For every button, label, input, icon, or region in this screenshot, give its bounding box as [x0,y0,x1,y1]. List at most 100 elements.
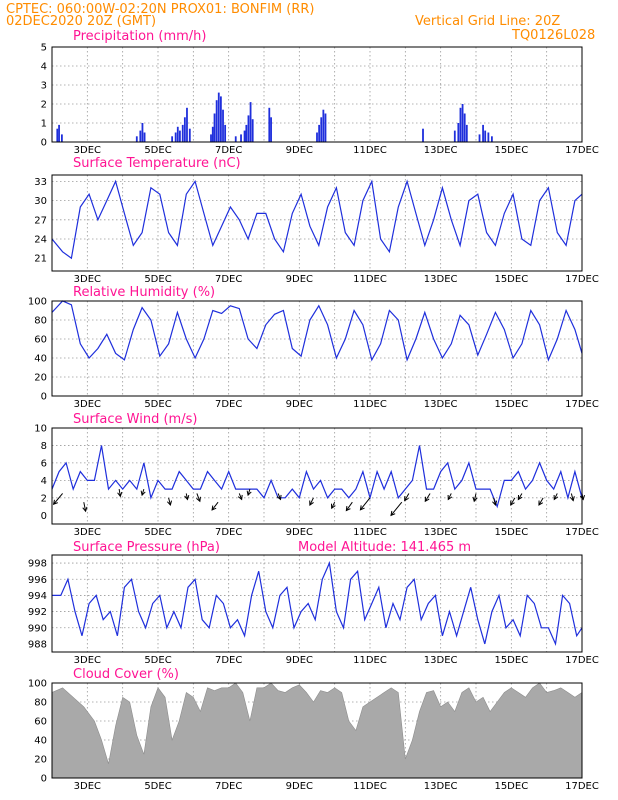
precip-x-tick: 5DEC [144,145,171,156]
wind-arrow-head [211,505,217,511]
precip-bar [56,128,59,142]
wind-arrow-shaft [404,493,410,501]
precip-bar [322,109,325,142]
wind-arrow-head [359,505,365,511]
precip-bar [249,102,252,142]
precip-bar [316,132,318,142]
precip-bar [224,124,227,142]
wind-arrow-head [345,506,351,512]
wind-arrow-head [52,499,58,506]
humidity-y-tick: 60 [34,335,47,346]
cloud-frame [51,682,583,779]
temperature-x-tick: 17DEC [565,274,599,285]
precip-y-tick: 3 [41,81,47,92]
wind-arrow-head [553,494,559,501]
pressure-x-tick: 17DEC [565,655,599,666]
pressure-title: Surface Pressure (hPa) [73,540,220,555]
cloud-y-tick: 100 [28,679,47,690]
cloud-title: Cloud Cover (%) [73,667,179,682]
wind-arrow-shaft [553,493,558,500]
wind-arrow-shaft [331,501,336,509]
precip-bar [188,128,191,142]
precip-x-tick: 15DEC [494,145,528,156]
precip-bar [183,117,186,142]
humidity-title: Relative Humidity (%) [73,285,215,300]
precip-bar [268,107,271,142]
temperature-x-tick: 11DEC [353,274,387,285]
precip-bar [176,126,179,142]
precip-bar [58,124,60,142]
plot-area: 0 1 2 3 4 5 3DEC 5DEC 7DEC 9DEC 11DEC 13DEC 15DEC 17D… [28,43,599,793]
cloud-panel: 0 20 40 60 80 100 3DEC 5DEC 7DEC 9DEC 11DEC 13DEC 15… [28,679,599,793]
pressure-x-tick: 5DEC [144,655,171,666]
precip-bar [141,123,144,142]
pressure-y-tick: 990 [28,623,47,634]
precip-bar [243,130,246,142]
wind-x-tick: 5DEC [144,527,171,538]
wind-arrow-shaft [211,501,219,511]
wind-arrow-shaft [510,497,516,506]
temperature-y-tick: 33 [34,177,47,188]
humidity-y-tick: 40 [34,354,47,365]
wind-arrow-shaft [538,497,544,506]
pressure-y-tick: 994 [28,591,47,602]
precip-bar [318,124,321,142]
temperature-series-line [51,179,583,260]
precip-x-tick: 13DEC [424,145,458,156]
wind-arrow-head [424,496,430,503]
precip-y-tick: 2 [41,100,47,111]
wind-arrow-shaft [473,493,477,502]
pressure-panel: 988 990 992 994 996 998 3DEC 5DEC 7DEC 9DEC 11DEC 1… [28,554,599,666]
wind-arrow-head [82,506,88,513]
precip-bar [60,134,63,142]
cloud-y-tick: 60 [34,717,47,728]
wind-arrow-shaft [570,493,574,501]
wind-arrow-shaft [277,493,281,500]
wind-x-tick: 13DEC [424,527,458,538]
wind-arrow-head [331,503,336,510]
precip-bar [422,128,424,142]
precip-x-tick: 9DEC [286,145,313,156]
humidity-x-tick: 5DEC [144,399,171,410]
wind-series-line [51,445,583,509]
temperature-x-tick: 5DEC [144,274,171,285]
precip-bar [179,130,181,142]
pressure-x-tick: 7DEC [215,655,242,666]
model-altitude: Model Altitude: 141.465 m [298,540,471,555]
pressure-x-tick: 11DEC [353,655,387,666]
wind-x-tick: 9DEC [286,527,313,538]
cloud-x-tick: 13DEC [424,781,458,792]
cloud-area [51,682,583,779]
precip-bar [457,123,460,142]
temperature-x-tick: 3DEC [74,274,101,285]
precip-x-tick: 3DEC [74,145,101,156]
cloud-x-tick: 11DEC [353,781,387,792]
wind-arrow-head [510,500,515,506]
header-run-time: 02DEC2020 20Z (GMT) [6,14,156,29]
precip-bar [139,130,142,142]
wind-arrow-head [117,491,123,498]
precip-bar [320,117,323,142]
wind-y-tick: 8 [41,441,47,452]
humidity-x-tick: 7DEC [215,399,242,410]
wind-arrow-head [472,496,478,503]
wind-arrow-shaft [83,502,87,512]
wind-panel: 0 2 4 6 8 10 3DEC 5DEC 7DEC 9DEC 11DEC 13DEC 15DEC 17… [34,424,599,539]
humidity-x-tick: 11DEC [353,399,387,410]
humidity-frame [51,300,583,397]
wind-arrow-head [140,490,146,497]
precip-bar [453,130,456,142]
precip-bar [484,130,487,142]
precip-bar [324,113,327,142]
precip-bar [270,117,272,142]
temperature-y-tick: 24 [34,235,47,246]
precip-bar [210,134,212,142]
pressure-y-tick: 996 [28,575,47,586]
precip-panel: 0 1 2 3 4 5 3DEC 5DEC 7DEC 9DEC 11DEC 13DEC 15DEC 17D… [41,43,599,157]
wind-arrow-head [276,494,282,501]
humidity-y-tick: 80 [34,316,47,327]
pressure-y-tick: 992 [28,607,47,618]
precip-bar [482,124,484,142]
wind-arrow-head [390,510,396,517]
precip-bar [478,134,481,142]
